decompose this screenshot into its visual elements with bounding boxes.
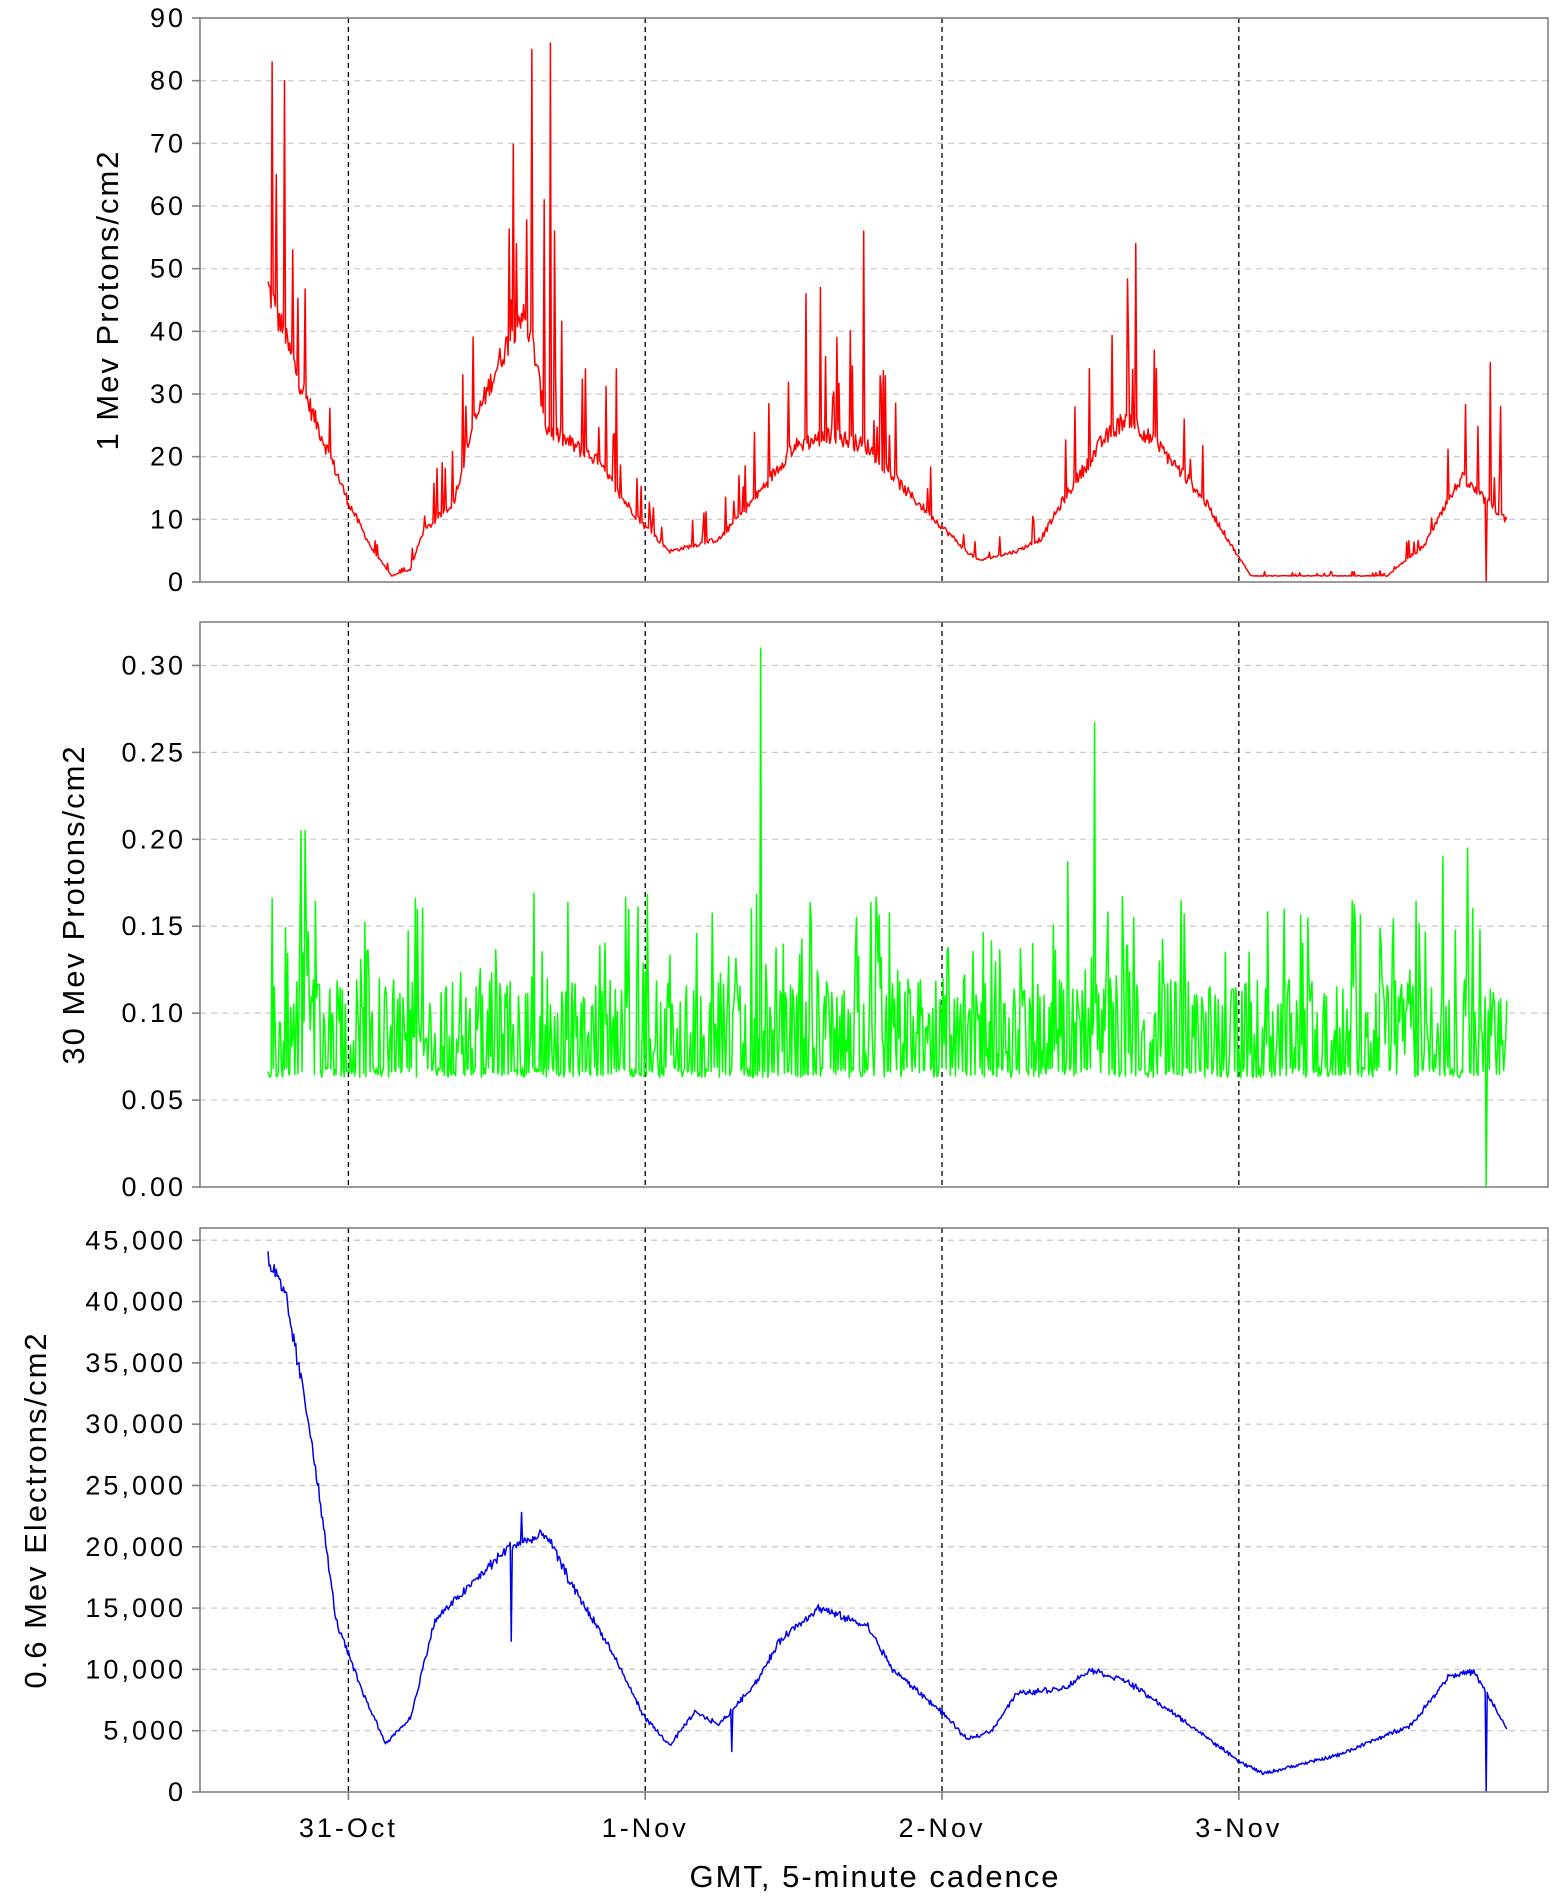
y-tick-label: 0.30	[121, 650, 186, 680]
x-tick-label: 3-Nov	[1195, 1813, 1282, 1843]
y-tick-label: 40	[150, 316, 186, 346]
y-tick-label: 10,000	[85, 1654, 186, 1684]
y-tick-label: 90	[150, 3, 186, 33]
y-tick-label: 45,000	[85, 1225, 186, 1255]
y-tick-label: 0	[168, 567, 186, 597]
y-tick-label: 20,000	[85, 1532, 186, 1562]
x-tick-label: 1-Nov	[602, 1813, 689, 1843]
series-line-electrons_06mev	[267, 1251, 1508, 1793]
y-tick-label: 0.05	[121, 1085, 186, 1115]
panel-protons_1mev: 0 10 20 30 40 50 60 70 80 90 1 Mev Protons/cm2	[90, 3, 1549, 597]
y-axis-label: 30 Mev Protons/cm2	[56, 744, 91, 1064]
y-tick-label: 20	[150, 442, 186, 472]
y-tick-label: 40,000	[85, 1287, 186, 1317]
x-tick-label: 31-Oct	[299, 1813, 398, 1843]
plot-frame	[199, 17, 1549, 583]
x-tick-label: 2-Nov	[899, 1813, 986, 1843]
y-tick-label: 10	[150, 504, 186, 534]
y-tick-label: 80	[150, 66, 186, 96]
series-line-protons_30mev	[267, 647, 1508, 1188]
x-axis-label: GMT, 5-minute cadence	[689, 1859, 1060, 1894]
y-axis-label: 1 Mev Protons/cm2	[90, 149, 125, 450]
x-axis-ticks: 31-Oct 1-Nov 2-Nov 3-Nov	[299, 1792, 1282, 1843]
plot-frame	[199, 621, 1549, 1188]
chart-panels: 0 10 20 30 40 50 60 70 80 90 1 Mev Protons/cm2 0.00…	[18, 3, 1549, 1807]
y-axis-label: 0.6 Mev Electrons/cm2	[18, 1331, 53, 1688]
series-line-protons_1mev	[267, 42, 1508, 583]
panel-electrons_06mev: 0 5,000 10,000 15,000 20,000 25,000 30,000 35,0…	[18, 1225, 1549, 1807]
y-tick-label: 25,000	[85, 1470, 186, 1500]
y-tick-label: 50	[150, 254, 186, 284]
y-tick-label: 0.20	[121, 824, 186, 854]
y-tick-label: 5,000	[103, 1716, 186, 1746]
plot-frame	[199, 1227, 1549, 1793]
y-tick-label: 30,000	[85, 1409, 186, 1439]
y-tick-label: 15,000	[85, 1593, 186, 1623]
y-tick-label: 0.10	[121, 998, 186, 1028]
y-tick-label: 0.15	[121, 911, 186, 941]
y-tick-label: 0.00	[121, 1172, 186, 1202]
y-tick-label: 35,000	[85, 1348, 186, 1378]
y-tick-label: 70	[150, 128, 186, 158]
panel-protons_30mev: 0.00 0.05 0.10 0.15 0.20 0.25 0.30 30 Mev Proto…	[56, 621, 1549, 1202]
y-tick-label: 60	[150, 191, 186, 221]
y-tick-label: 0	[168, 1777, 186, 1807]
y-tick-label: 30	[150, 379, 186, 409]
y-tick-label: 0.25	[121, 737, 186, 767]
